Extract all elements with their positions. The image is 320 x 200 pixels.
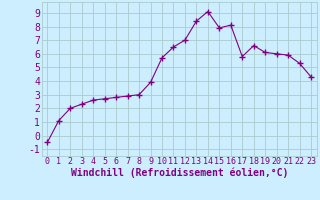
X-axis label: Windchill (Refroidissement éolien,°C): Windchill (Refroidissement éolien,°C) (70, 168, 288, 178)
